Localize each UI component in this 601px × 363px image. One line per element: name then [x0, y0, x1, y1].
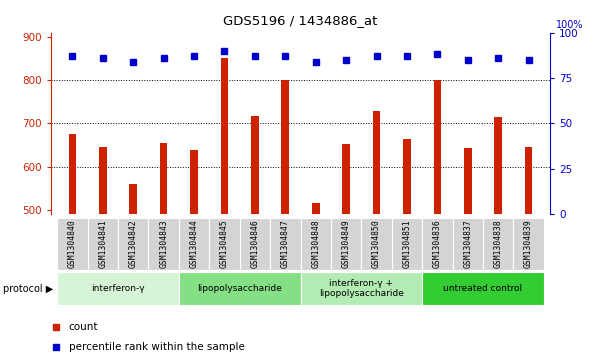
Bar — [361, 218, 392, 270]
Bar — [160, 143, 168, 214]
Bar — [129, 184, 137, 214]
Text: protocol ▶: protocol ▶ — [3, 284, 53, 294]
Bar — [251, 116, 258, 214]
Text: GSM1304837: GSM1304837 — [463, 219, 472, 268]
Bar — [281, 80, 289, 214]
Bar — [209, 218, 240, 270]
Text: GSM1304845: GSM1304845 — [220, 219, 229, 268]
Bar — [483, 218, 513, 270]
Bar — [57, 218, 88, 270]
Text: GSM1304839: GSM1304839 — [524, 219, 533, 268]
Bar — [392, 218, 422, 270]
Bar — [118, 218, 148, 270]
Bar — [69, 134, 76, 214]
Bar — [403, 139, 410, 214]
Bar — [495, 117, 502, 214]
Bar — [343, 144, 350, 214]
Text: GSM1304843: GSM1304843 — [159, 219, 168, 268]
Text: count: count — [69, 322, 98, 332]
Text: GSM1304841: GSM1304841 — [99, 219, 108, 268]
Bar — [191, 150, 198, 214]
Bar — [422, 218, 453, 270]
Bar — [373, 111, 380, 214]
Text: GSM1304849: GSM1304849 — [341, 219, 350, 268]
Text: GSM1304836: GSM1304836 — [433, 219, 442, 268]
Bar — [300, 272, 422, 305]
Bar — [453, 218, 483, 270]
Text: GSM1304842: GSM1304842 — [129, 219, 138, 268]
Text: GSM1304844: GSM1304844 — [189, 219, 198, 268]
Bar — [221, 58, 228, 214]
Text: GSM1304838: GSM1304838 — [493, 219, 502, 268]
Bar — [525, 147, 532, 214]
Bar — [179, 218, 209, 270]
Bar — [99, 147, 106, 214]
Text: GSM1304850: GSM1304850 — [372, 219, 381, 268]
Text: GSM1304848: GSM1304848 — [311, 219, 320, 268]
Bar — [464, 148, 472, 214]
Text: lipopolysaccharide: lipopolysaccharide — [197, 284, 282, 293]
Bar — [88, 218, 118, 270]
Text: GSM1304847: GSM1304847 — [281, 219, 290, 268]
Text: GSM1304840: GSM1304840 — [68, 219, 77, 268]
Bar — [433, 80, 441, 214]
Text: 100%: 100% — [555, 20, 583, 30]
Bar — [331, 218, 361, 270]
Text: interferon-γ: interferon-γ — [91, 284, 145, 293]
Bar — [422, 272, 544, 305]
Bar — [300, 218, 331, 270]
Text: interferon-γ +
lipopolysaccharide: interferon-γ + lipopolysaccharide — [319, 279, 404, 298]
Bar — [513, 218, 544, 270]
Bar — [270, 218, 300, 270]
Text: untreated control: untreated control — [444, 284, 522, 293]
Bar — [312, 203, 320, 214]
Bar — [57, 272, 179, 305]
Text: GSM1304851: GSM1304851 — [403, 219, 412, 268]
Bar — [148, 218, 179, 270]
Text: GSM1304846: GSM1304846 — [251, 219, 260, 268]
Text: percentile rank within the sample: percentile rank within the sample — [69, 342, 245, 352]
Bar — [240, 218, 270, 270]
Bar — [179, 272, 300, 305]
Text: GDS5196 / 1434886_at: GDS5196 / 1434886_at — [224, 15, 377, 28]
